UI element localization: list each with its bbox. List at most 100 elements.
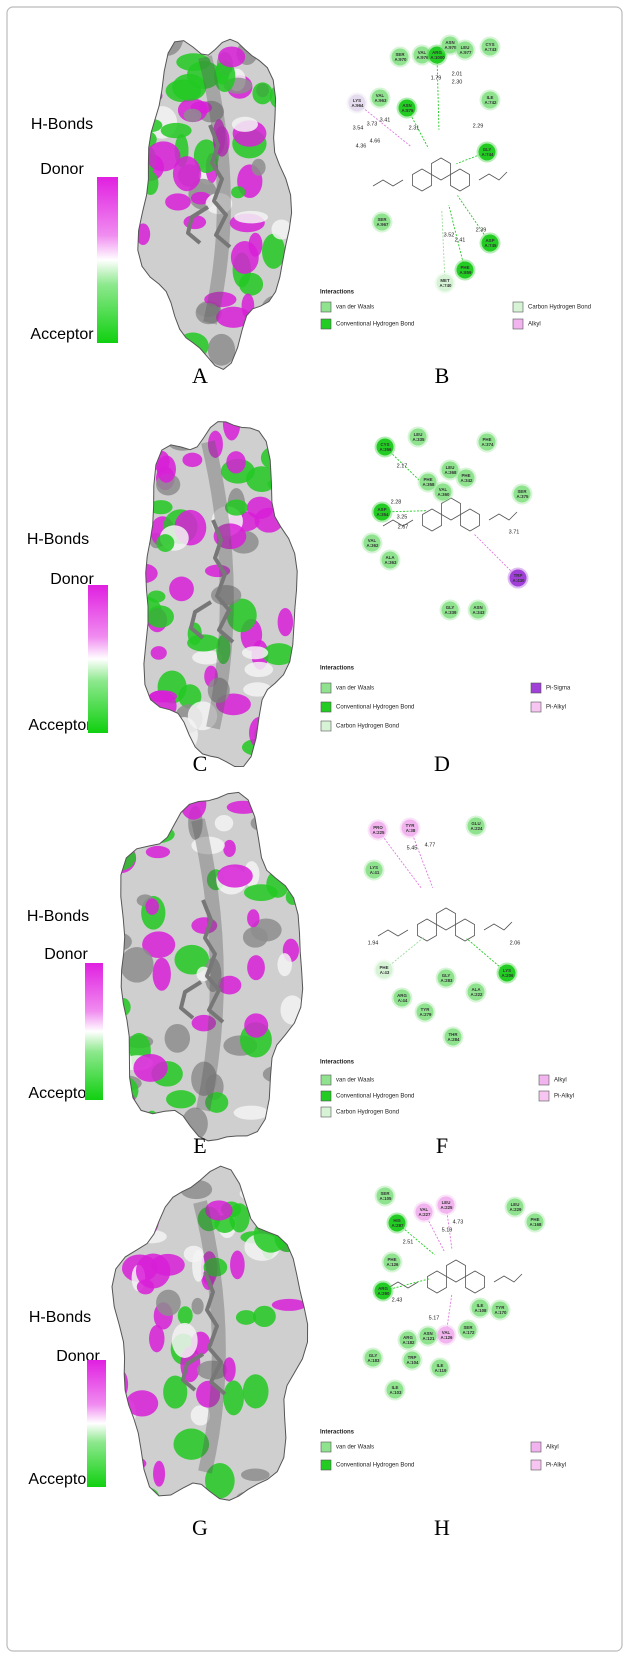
legend-label: Pi-Sigma [546, 686, 571, 692]
surface-patch [165, 193, 191, 210]
surface-patch [157, 455, 176, 482]
residue-label-part: A:222 [469, 992, 483, 997]
legend-label: van der Waals [336, 305, 374, 311]
surface-patch [153, 1461, 165, 1487]
legend-label: Conventional Hydrogen Bond [336, 705, 414, 711]
hbonds-title: H-Bonds [31, 116, 93, 133]
residue-label-part: A:119 [434, 1368, 447, 1373]
residue-label-part: A:279 [418, 1012, 432, 1017]
panel-letter: E [193, 1133, 206, 1158]
residue-label-part: A:1000 [429, 55, 445, 60]
surface-patch [172, 1323, 198, 1358]
hbond-gradient [88, 585, 108, 733]
residue-label: PHE A:43 [379, 965, 390, 975]
residue-label-part: A:363 [383, 560, 397, 565]
residue-label-part: A:126 [439, 1335, 453, 1340]
residue-label-part: A:354 [375, 512, 389, 517]
residue-label-part: A:742 [483, 100, 497, 105]
surface-patch [252, 82, 272, 104]
residue-label-part: A:368 [443, 470, 457, 475]
surface-patch [244, 1013, 268, 1037]
surface-patch [230, 1251, 245, 1280]
hbonds-title: H-Bonds [27, 531, 89, 548]
distance-label: 2.41 [455, 237, 466, 243]
residue-label-part: A:170 [493, 1310, 507, 1315]
surface-patch [149, 690, 177, 702]
residue-label-part: A:335 [411, 437, 425, 442]
distance-label: 2.67 [398, 524, 409, 530]
legend-swatch [321, 1442, 331, 1452]
surface-patch [178, 1306, 193, 1325]
surface-patch [133, 1054, 167, 1082]
distance-label: 3.54 [353, 125, 364, 131]
surface-patch [253, 1306, 276, 1327]
legend-label: Conventional Hydrogen Bond [336, 322, 414, 328]
residue-label-part: A:339 [443, 610, 457, 615]
residue-label-part: A:977 [458, 50, 472, 55]
panel-letter: G [192, 1515, 208, 1540]
distance-label: 3.73 [367, 121, 378, 127]
residue-label-part: A:206 [500, 973, 514, 978]
residue-label-part: A:182 [401, 1340, 415, 1345]
surface-patch [153, 958, 171, 991]
surface-patch [223, 1380, 244, 1415]
legend-label: Carbon Hydrogen Bond [336, 1110, 399, 1116]
legend-label: Alkyl [554, 1078, 567, 1084]
legend-swatch [513, 302, 523, 312]
legend-label: Conventional Hydrogen Bond [336, 1094, 414, 1100]
distance-label: 3.41 [380, 117, 391, 123]
residue-label-part: A:229 [508, 1207, 522, 1212]
surface-patch [182, 453, 202, 467]
legend-swatch [321, 683, 331, 693]
residue-label-part: A:744 [480, 152, 494, 157]
surface-patch [234, 211, 268, 223]
distance-label: 4.73 [453, 1219, 464, 1225]
surface-patch [232, 117, 258, 132]
surface-patch [239, 273, 263, 296]
residue-label-part: A:227 [417, 1212, 431, 1217]
residue-label-part: A:283 [439, 978, 453, 983]
legend-swatch [321, 702, 331, 712]
surface-patch [252, 159, 266, 176]
residue-label-part: A:284 [446, 1037, 460, 1042]
distance-label: 3.71 [509, 529, 520, 535]
residue-label-part: A:121 [421, 1336, 435, 1341]
surface-patch [247, 955, 265, 980]
residue-label-part: A:38 [405, 828, 416, 833]
residue-label-part: A:745 [483, 243, 497, 248]
legend-swatch [321, 1460, 331, 1470]
legend-swatch [539, 1075, 549, 1085]
residue-label-part: A:430 [511, 578, 525, 583]
surface-patch [145, 898, 158, 914]
surface-patch [173, 156, 201, 191]
surface-patch [247, 909, 259, 927]
legend-swatch [321, 1091, 331, 1101]
distance-label: 4.66 [370, 138, 381, 144]
donor-label: Donor [44, 946, 88, 963]
distance-label: 2.31 [409, 125, 420, 131]
surface-patch [226, 451, 245, 473]
residue-label-part: A:970 [393, 57, 407, 62]
residue-label-part: A:224 [469, 826, 483, 831]
distance-label: 2.29 [473, 123, 484, 129]
legend-swatch [321, 1075, 331, 1085]
residue-label-part: A:172 [461, 1330, 475, 1335]
legend-swatch [539, 1091, 549, 1101]
surface-patch [151, 1254, 185, 1276]
distance-label: 2.30 [452, 79, 463, 85]
surface-patch [208, 334, 235, 366]
distance-label: 4.77 [425, 842, 436, 848]
residue-label-part: A:362 [365, 543, 379, 548]
legend-swatch [531, 1442, 541, 1452]
residue-label-part: A:360 [436, 492, 450, 497]
surface-patch [217, 864, 253, 887]
distance-label: 2.28 [391, 499, 402, 505]
residue-label-part: A:740 [438, 283, 452, 288]
residue-label-part: A:375 [515, 494, 529, 499]
legend-label: Alkyl [528, 322, 541, 328]
surface-patch [245, 662, 274, 677]
residue-label-part: A:126 [385, 1262, 399, 1267]
surface-patch [156, 1290, 181, 1316]
surface-patch [215, 815, 234, 831]
surface-patch [192, 1298, 204, 1315]
